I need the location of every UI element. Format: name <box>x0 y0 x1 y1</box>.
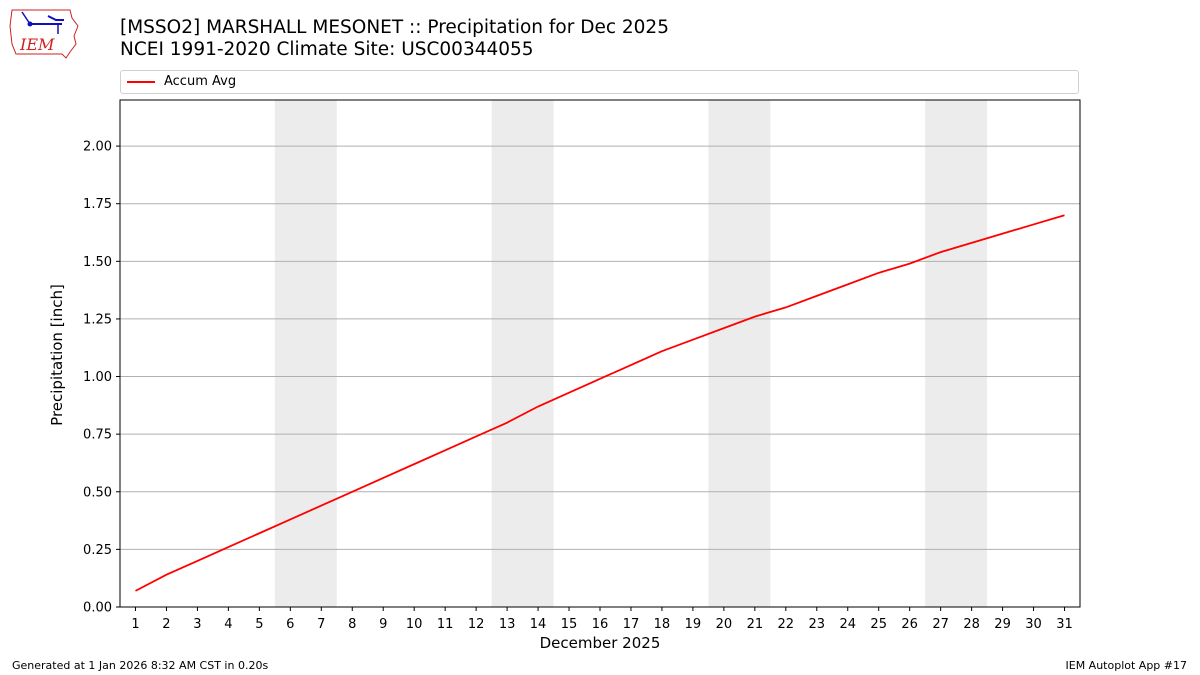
x-tick-label: 18 <box>654 617 671 632</box>
x-tick-label: 2 <box>162 617 170 632</box>
x-tick-label: 10 <box>406 617 423 632</box>
x-tick-label: 31 <box>1056 617 1073 632</box>
y-tick-label: 1.25 <box>83 312 112 327</box>
x-tick-label: 30 <box>1025 617 1042 632</box>
x-tick-label: 12 <box>468 617 485 632</box>
accum-avg-line <box>135 214 1065 592</box>
y-tick-label: 1.50 <box>83 255 112 270</box>
x-tick-label: 19 <box>685 617 702 632</box>
x-tick-label: 5 <box>255 617 263 632</box>
x-tick-label: 29 <box>994 617 1011 632</box>
weekend-band <box>274 100 337 607</box>
title-line-1: [MSSO2] MARSHALL MESONET :: Precipitatio… <box>120 17 669 38</box>
legend-line-swatch <box>127 81 155 83</box>
y-tick-label: 2.00 <box>83 140 112 155</box>
x-tick-label: 17 <box>623 617 640 632</box>
x-tick-label: 16 <box>592 617 609 632</box>
x-tick-label: 7 <box>317 617 325 632</box>
x-tick-label: 11 <box>437 617 454 632</box>
y-axis-label: Precipitation [inch] <box>48 284 66 426</box>
x-tick-label: 24 <box>839 617 856 632</box>
y-tick-label: 1.75 <box>83 197 112 212</box>
x-tick-label: 6 <box>286 617 294 632</box>
y-tick-label: 0.25 <box>83 543 112 558</box>
x-tick-label: 20 <box>716 617 733 632</box>
legend: Accum Avg <box>120 70 1079 94</box>
x-tick-label: 15 <box>561 617 578 632</box>
generated-timestamp: Generated at 1 Jan 2026 8:32 AM CST in 0… <box>12 659 269 672</box>
x-tick-label: 27 <box>932 617 949 632</box>
x-tick-label: 25 <box>870 617 887 632</box>
x-tick-label: 28 <box>963 617 980 632</box>
x-tick-label: 26 <box>901 617 918 632</box>
x-tick-label: 13 <box>499 617 516 632</box>
plot-frame <box>119 99 1081 608</box>
x-tick-label: 3 <box>193 617 201 632</box>
legend-label: Accum Avg <box>164 74 237 89</box>
x-tick-label: 23 <box>809 617 826 632</box>
app-credit: IEM Autoplot App #17 <box>1065 659 1188 672</box>
weekend-band <box>708 100 771 607</box>
x-tick-label: 1 <box>131 617 139 632</box>
logo-text: IEM <box>19 35 55 54</box>
y-tick-label: 0.75 <box>83 428 112 443</box>
x-axis-label: December 2025 <box>539 634 661 652</box>
x-tick-label: 4 <box>224 617 232 632</box>
x-tick-label: 14 <box>530 617 547 632</box>
title-line-2: NCEI 1991-2020 Climate Site: USC00344055 <box>120 39 534 60</box>
iem-logo: IEM <box>8 6 80 60</box>
chart-title: [MSSO2] MARSHALL MESONET :: Precipitatio… <box>120 17 669 61</box>
weekend-band <box>925 100 988 607</box>
x-tick-label: 21 <box>747 617 764 632</box>
x-tick-label: 9 <box>379 617 387 632</box>
y-tick-label: 1.00 <box>83 370 112 385</box>
y-tick-label: 0.50 <box>83 485 112 500</box>
y-tick-label: 0.00 <box>83 601 112 616</box>
weekend-band <box>491 100 554 607</box>
x-tick-label: 8 <box>348 617 356 632</box>
x-tick-label: 22 <box>778 617 795 632</box>
